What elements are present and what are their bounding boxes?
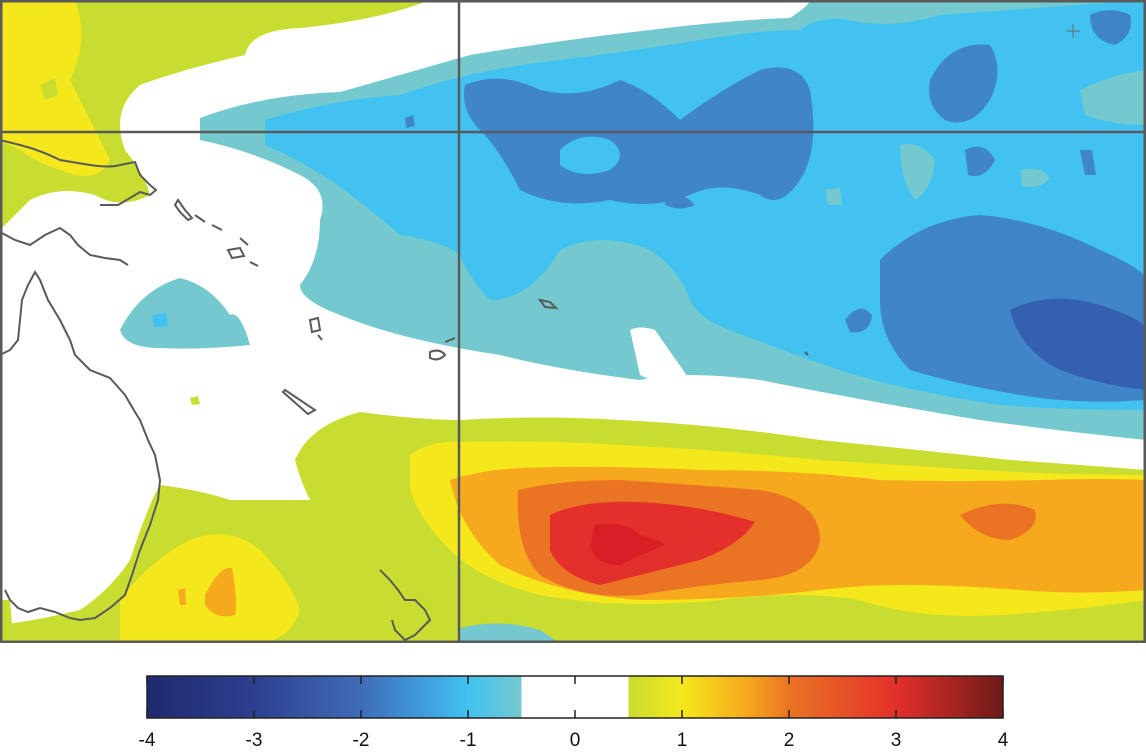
colorbar-tick-label: 3	[890, 730, 902, 751]
negative-anomaly-west	[120, 278, 250, 349]
positive-anomaly-south	[0, 396, 1146, 643]
colorbar-tick-label: 0	[569, 730, 581, 751]
colorbar-graphic	[146, 675, 1004, 719]
coastlines	[0, 139, 809, 642]
colorbar-tick-label: 4	[997, 730, 1009, 751]
colorbar-tick-label: 1	[676, 730, 688, 751]
colorbar-tick-label: -4	[138, 730, 156, 751]
negative-anomaly-north	[200, 0, 1146, 440]
map-canvas	[0, 0, 1146, 643]
colorbar-tick-label: -2	[352, 730, 370, 751]
colorbar-tick-label: -3	[245, 730, 263, 751]
crosshair-marker	[1066, 24, 1080, 38]
map-grid	[0, 0, 1146, 643]
colorbar: -4 -3 -2 -1 0 1 2 3 4	[0, 660, 1146, 755]
colorbar-tick-label: -1	[459, 730, 477, 751]
anomaly-map	[0, 0, 1146, 643]
colorbar-tick-label: 2	[783, 730, 795, 751]
